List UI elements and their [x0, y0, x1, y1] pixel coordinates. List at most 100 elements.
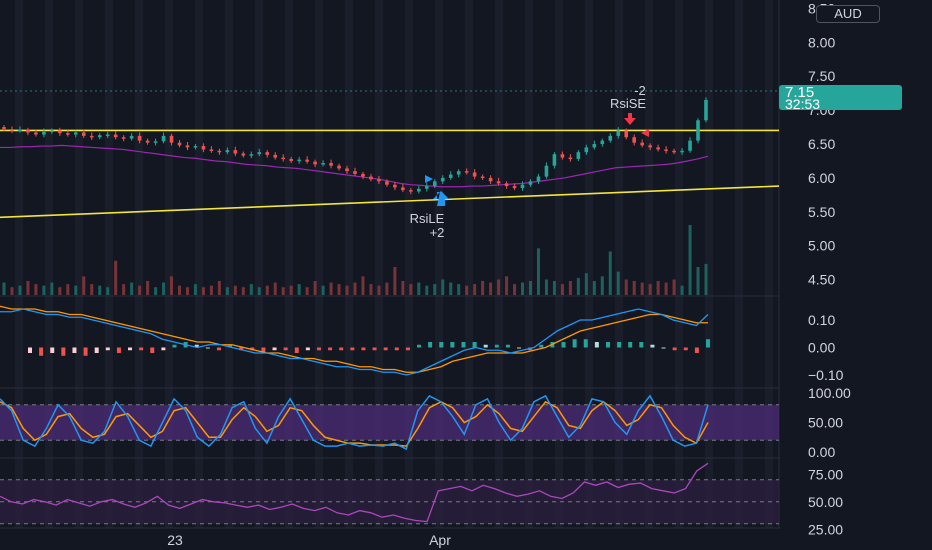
candle-body: [464, 171, 469, 173]
macd-histogram-bar: [39, 347, 44, 356]
volume-bar: [481, 281, 485, 295]
macd-histogram-bar: [228, 344, 233, 348]
signal-short-count: -2: [634, 83, 646, 98]
volume-bar: [425, 285, 429, 295]
volume-bar: [433, 284, 437, 295]
macd-histogram-bar: [339, 347, 344, 351]
volume-bar: [201, 287, 205, 295]
macd-histogram-bar: [694, 347, 699, 353]
macd-histogram-bar: [394, 347, 399, 351]
volume-bar: [10, 287, 14, 295]
candle-body: [329, 163, 333, 166]
macd-histogram-bar: [116, 347, 121, 353]
macd-histogram-bar: [61, 347, 66, 356]
candle-body: [345, 168, 349, 172]
candle-body: [241, 153, 246, 156]
volume-bar: [441, 279, 445, 295]
volume-bar: [584, 273, 588, 295]
volume-bars: [2, 225, 708, 295]
volume-bar: [377, 285, 381, 295]
candle-body: [50, 130, 54, 132]
macd-histogram-bar: [505, 344, 510, 348]
moving-average-line: [0, 144, 709, 188]
candle-body: [424, 186, 429, 189]
price-tick-label: 6.50: [808, 136, 835, 152]
volume-bar: [385, 282, 389, 295]
volume-bar: [529, 281, 532, 295]
macd-histogram-bar: [594, 342, 599, 348]
macd-histogram-bar: [483, 344, 488, 348]
macd-histogram-bar: [517, 347, 522, 349]
macd-histogram-bar: [50, 347, 55, 353]
volume-bar: [249, 284, 253, 295]
volume-bar: [345, 285, 349, 295]
stochastic-tick-label: 100.00: [808, 385, 851, 401]
price-tick-label: 5.50: [808, 204, 835, 220]
macd-signal-line: [0, 305, 708, 373]
macd-histogram-bar: [94, 347, 99, 353]
signal-long-label: RsiLE: [410, 211, 445, 226]
macd-histogram-bar: [316, 347, 321, 351]
volume-bar: [497, 279, 501, 295]
volume-bar: [98, 285, 102, 295]
candle-body: [289, 158, 293, 161]
candle-body: [688, 140, 692, 151]
candlesticks[interactable]: [2, 97, 708, 195]
candle-body: [520, 184, 525, 189]
currency-badge[interactable]: AUD: [816, 5, 880, 23]
candle-body: [456, 171, 461, 175]
grid-band: [465, 0, 473, 528]
candle-body: [209, 149, 214, 151]
macd-histogram-bar: [28, 347, 32, 353]
price-tick-label: 5.00: [808, 238, 835, 254]
candle-body: [488, 177, 493, 182]
volume-bar: [664, 282, 668, 295]
candle-body: [496, 181, 501, 184]
level-lines[interactable]: [0, 129, 780, 219]
candle-body: [472, 172, 477, 177]
volume-bar: [58, 287, 62, 295]
grid-band: [195, 0, 203, 528]
candle-body: [401, 187, 405, 191]
candle-body: [480, 176, 485, 179]
grid-band: [525, 0, 533, 528]
candle-body: [18, 129, 22, 132]
volume-bar: [257, 287, 261, 295]
volume-bar: [321, 285, 325, 295]
candle-body: [624, 130, 629, 138]
volume-bar: [26, 281, 30, 295]
candle-body: [129, 135, 134, 139]
candle-body: [512, 186, 517, 189]
macd-histogram-bar: [628, 342, 633, 348]
candle-body: [273, 154, 278, 158]
macd-histogram-bar: [83, 347, 88, 356]
volume-bar: [146, 281, 150, 295]
candle-body: [161, 135, 166, 142]
macd-histogram-bar: [361, 347, 366, 351]
time-axis[interactable]: 23 Apr: [167, 532, 451, 548]
grid-band: [165, 0, 173, 528]
volume-bar: [74, 285, 78, 295]
candle-body: [34, 132, 38, 135]
macd-histogram-bar: [305, 347, 310, 351]
candle-body: [105, 134, 110, 137]
macd-histogram-bar: [205, 347, 210, 349]
candle-body: [58, 130, 62, 134]
candle-body: [73, 132, 78, 135]
volume-bar: [560, 284, 564, 295]
candle-body: [640, 142, 644, 146]
grid-band: [315, 0, 323, 528]
stochastic-tick-label: 0.00: [808, 444, 835, 460]
volume-bar: [34, 284, 38, 295]
candle-body: [81, 132, 86, 136]
volume-bar: [393, 267, 397, 295]
macd-histogram-bar: [472, 342, 477, 348]
volume-bar: [648, 284, 652, 295]
candle-body: [321, 163, 325, 165]
volume-bar: [42, 285, 46, 295]
volume-bar: [273, 282, 277, 295]
candle-body: [672, 150, 676, 153]
volume-bar: [178, 285, 181, 295]
macd-line: [0, 308, 709, 376]
